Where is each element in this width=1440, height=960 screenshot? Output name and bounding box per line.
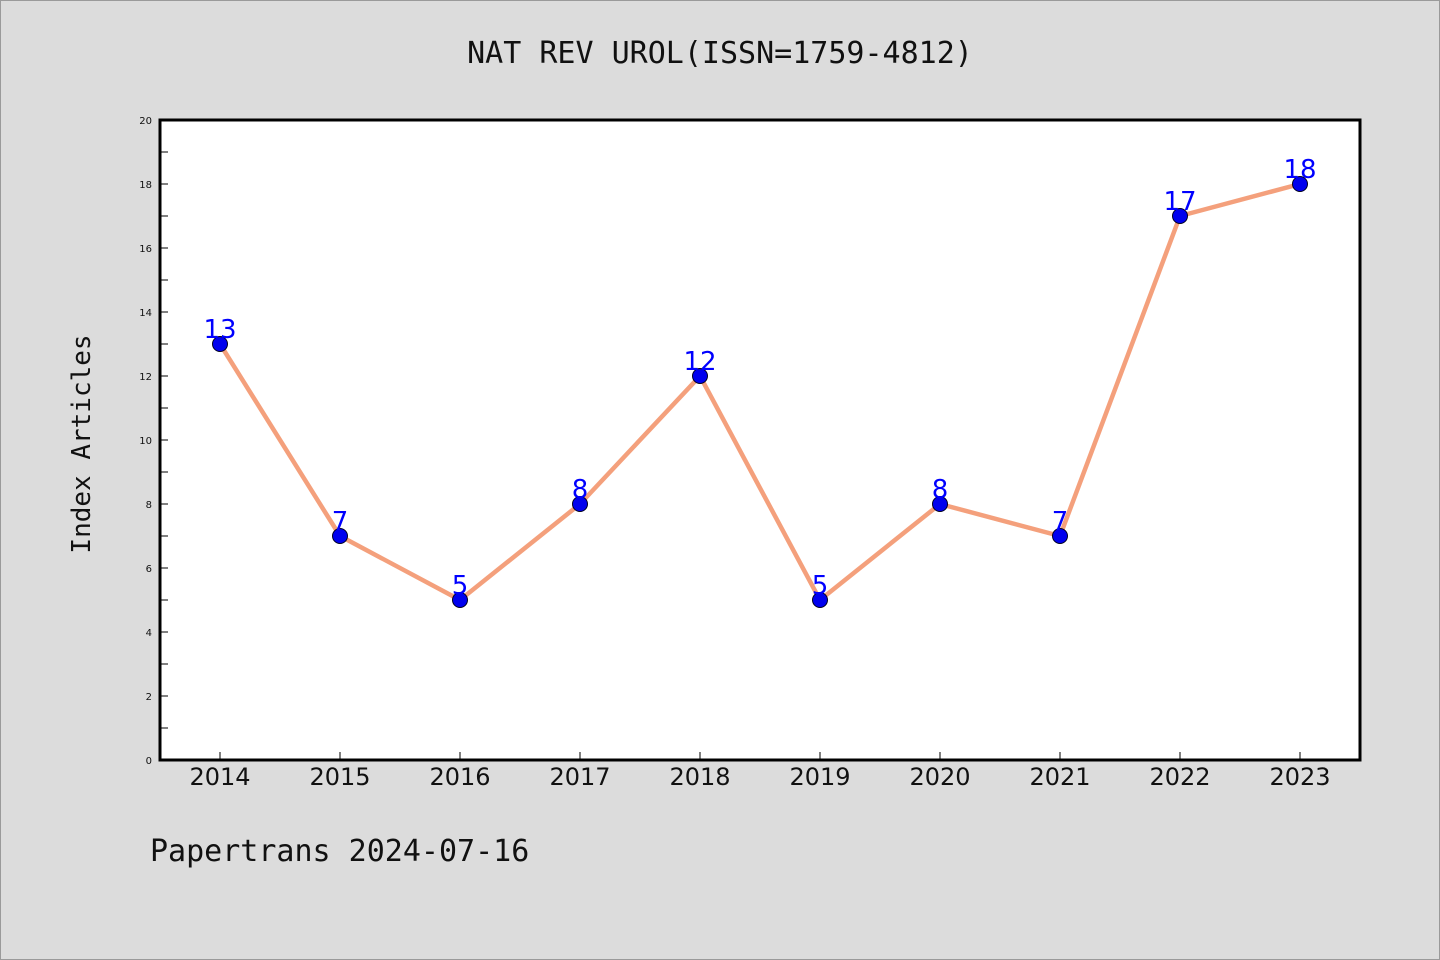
plot-border [158,118,1362,762]
x-tick-label: 2023 [1269,763,1330,791]
y-axis-label: Index Articles [67,334,97,553]
y-tick-label: 4 [146,628,152,639]
x-tick-label: 2019 [789,763,850,791]
footer-credit: Papertrans 2024-07-16 [150,834,530,869]
data-label: 5 [812,571,829,601]
y-tick-label: 14 [139,308,152,319]
data-point [212,336,228,352]
data-label: 13 [203,315,236,345]
y-tick-label: 10 [139,436,152,447]
y-tick-label: 6 [146,564,152,575]
y-tick-label: 16 [139,244,152,255]
x-tick-label: 2018 [669,763,730,791]
chart-title: NAT REV UROL(ISSN=1759-4812) [467,36,973,71]
data-label: 8 [932,475,949,505]
x-tick-label: 2021 [1029,763,1090,791]
data-label: 7 [332,507,349,537]
y-tick-label: 18 [139,180,152,191]
data-point [1292,176,1308,192]
y-tick-label: 20 [139,116,152,127]
data-label: 17 [1163,187,1196,217]
data-point [812,592,828,608]
data-point [692,368,708,384]
x-tick-label: 2016 [429,763,490,791]
data-point [1052,528,1068,544]
data-label: 8 [572,475,589,505]
data-label: 18 [1283,155,1316,185]
x-tick-label: 2015 [309,763,370,791]
y-tick-label: 12 [139,372,152,383]
series-line [217,181,1303,603]
data-label: 12 [683,347,716,377]
x-tick-label: 2017 [549,763,610,791]
data-point [932,496,948,512]
data-point [452,592,468,608]
data-point [572,496,588,512]
data-point [1172,208,1188,224]
data-label: 7 [1052,507,1069,537]
data-point [332,528,348,544]
y-tick-label: 2 [146,692,152,703]
y-tick-label: 8 [146,500,152,511]
data-label: 5 [452,571,469,601]
x-tick-label: 2022 [1149,763,1210,791]
x-tick-label: 2020 [909,763,970,791]
x-tick-label: 2014 [189,763,250,791]
plot-area [160,120,1360,760]
y-tick-label: 0 [146,756,152,767]
